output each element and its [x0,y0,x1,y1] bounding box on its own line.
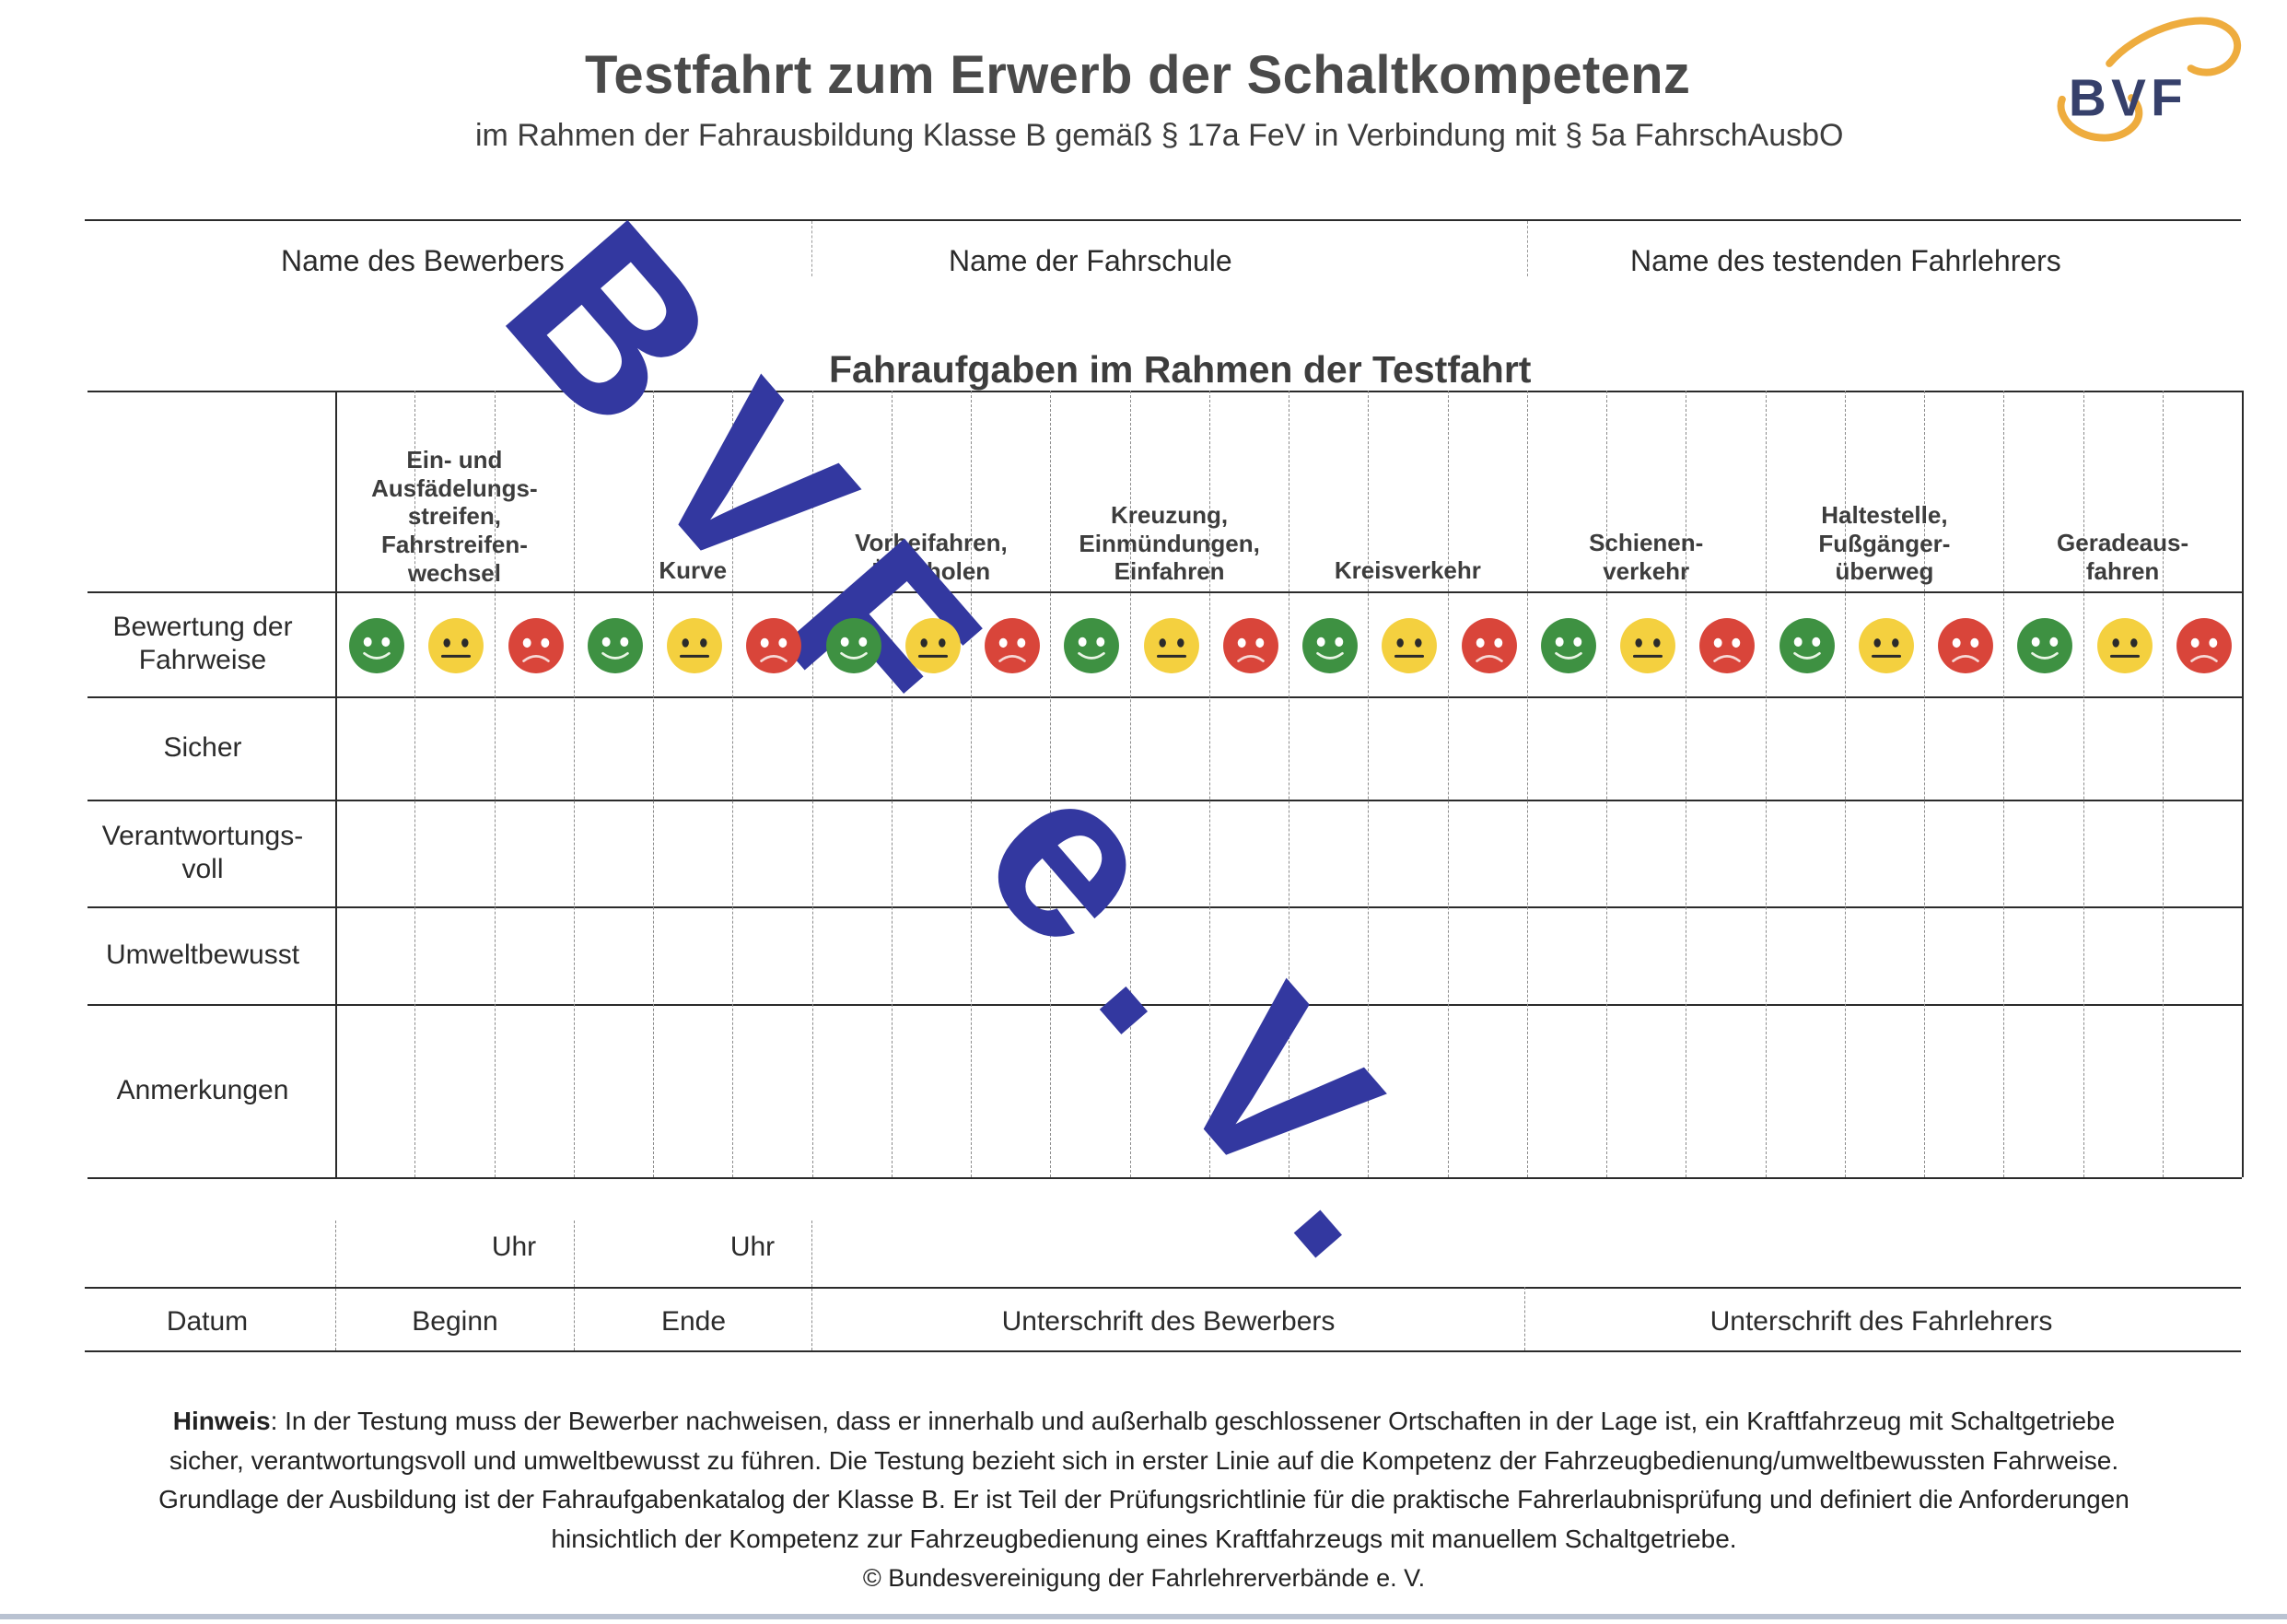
svg-text:BVF: BVF [2069,69,2188,127]
